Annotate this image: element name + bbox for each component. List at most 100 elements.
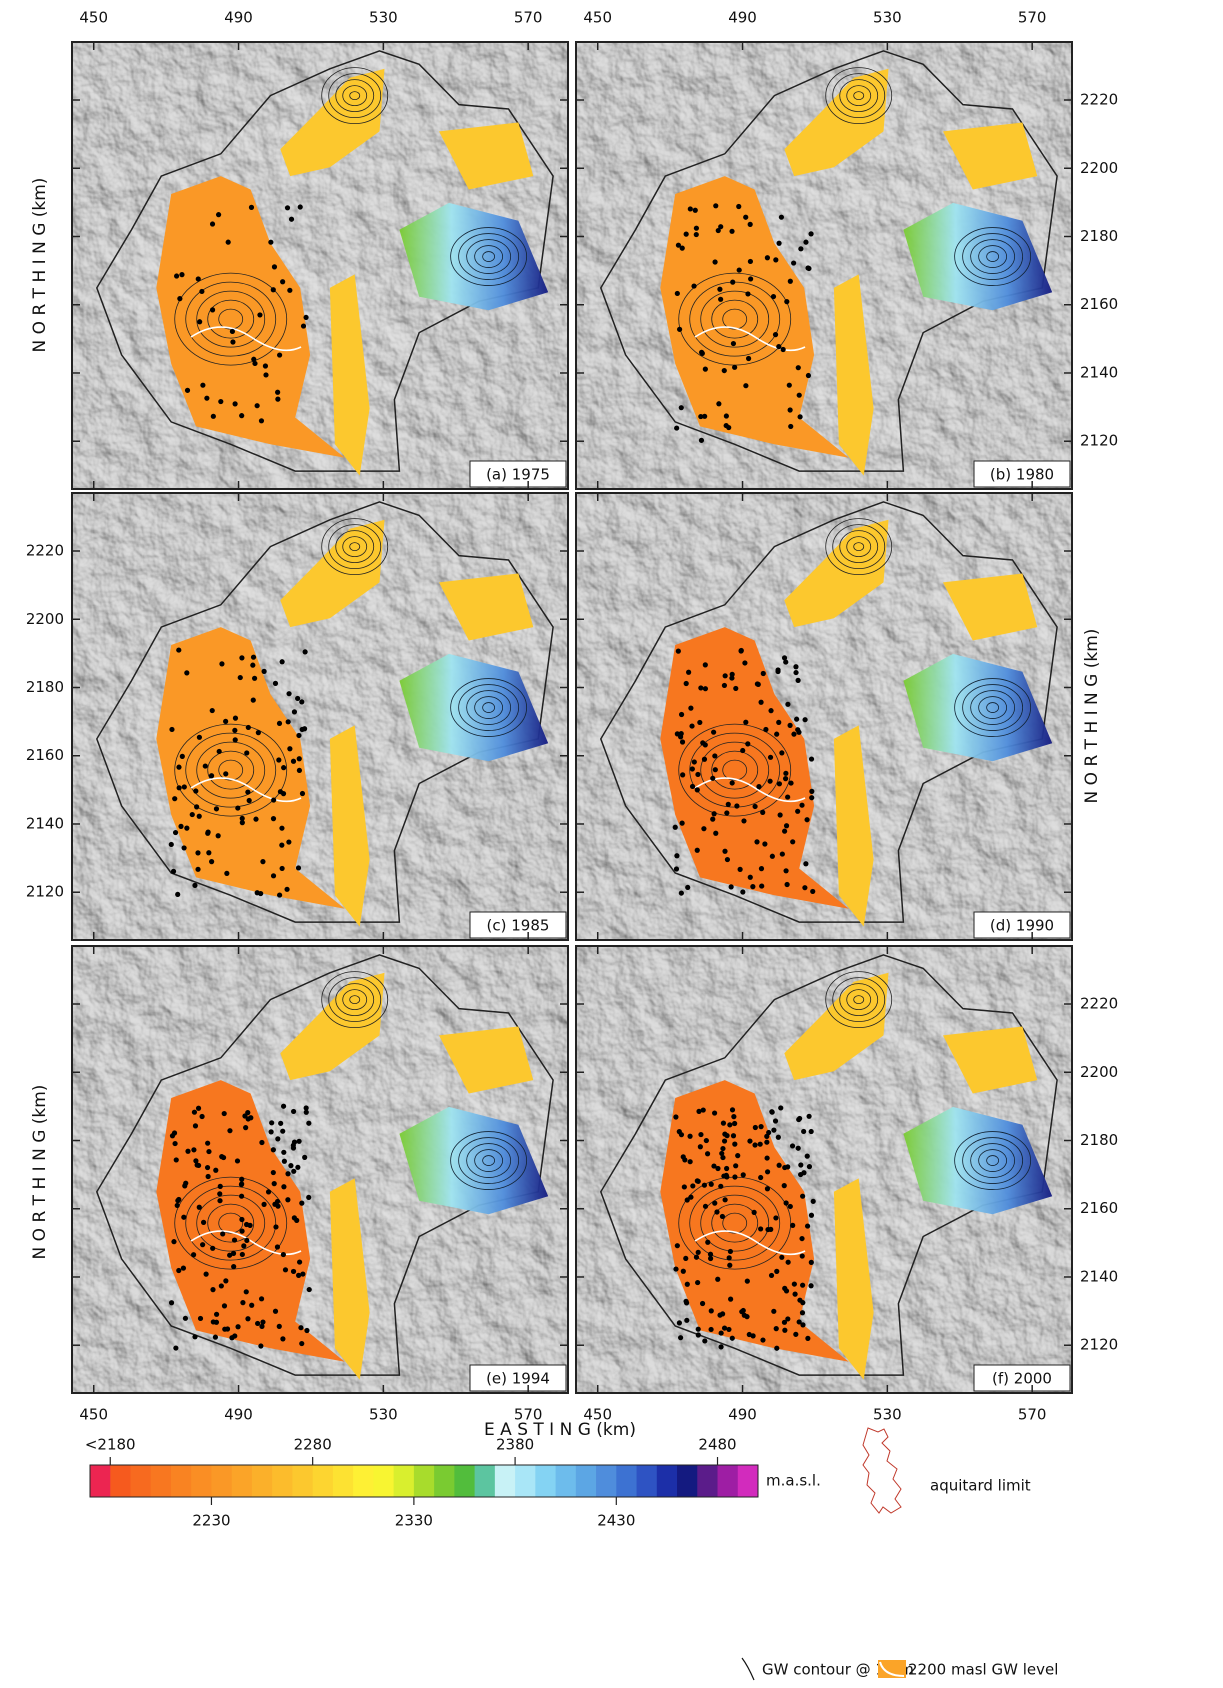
well [748,222,753,227]
well [239,1181,244,1186]
well [730,780,735,785]
well [295,1165,300,1170]
well [307,1287,312,1292]
panel-label: (d) 1990 [990,917,1054,935]
well [213,1168,218,1173]
well [679,405,684,410]
well [205,1141,210,1146]
well [797,1319,802,1324]
well [712,1110,717,1115]
well [752,1142,757,1147]
colorbar-tick-label: 2380 [496,1436,534,1454]
well [779,750,784,755]
well [253,817,258,822]
well [776,720,781,725]
well [763,727,768,732]
well [727,1263,732,1268]
well [796,678,801,683]
well [776,344,781,349]
well [271,873,276,878]
y-tick-label: 2180 [26,678,64,696]
well [252,361,257,366]
well [713,203,718,208]
well [227,1128,232,1133]
well [255,403,260,408]
well [233,401,238,406]
well [297,768,302,773]
colorbar-swatch [515,1465,536,1497]
well [184,670,189,675]
well [262,669,267,674]
well [203,763,208,768]
well [244,750,249,755]
well [682,1157,687,1162]
well [291,1109,296,1114]
well [278,1121,283,1126]
colorbar-swatch [738,1465,759,1497]
well [223,719,228,724]
well [287,746,292,751]
y-tick-label: 2220 [1080,995,1118,1013]
y-tick-label: 2140 [1080,363,1118,381]
well [800,1194,805,1199]
well [176,1197,181,1202]
well [727,1122,732,1127]
well [679,712,684,717]
y-tick-label: 2220 [1080,91,1118,109]
well [684,1300,689,1305]
well [260,1319,265,1324]
well [745,741,750,746]
well [687,1134,692,1139]
well [805,1336,810,1341]
well [745,291,750,296]
well [683,1256,688,1261]
colorbar-swatch [130,1465,151,1497]
well [172,1141,177,1146]
well [173,1345,178,1350]
well [712,753,717,758]
well [280,866,285,871]
well [241,1243,246,1248]
well [299,699,304,704]
well [694,226,699,231]
well [785,1164,790,1169]
well [217,749,222,754]
well [682,1184,687,1189]
well [199,1114,204,1119]
well [246,725,251,730]
well [285,1171,290,1176]
well [696,1332,701,1337]
well [250,663,255,668]
well [724,423,729,428]
well [784,1200,789,1205]
y-tick-label: 2120 [1080,1336,1118,1354]
y-tick-label: 2180 [1080,227,1118,245]
well [724,413,729,418]
well [232,728,237,733]
well [258,1343,263,1348]
well [730,1336,735,1341]
x-tick-label: 490 [728,9,757,27]
well [230,339,235,344]
well [206,1149,211,1154]
well [721,1121,726,1126]
well [210,221,215,226]
well [698,414,703,419]
y-axis-title: N O R T H I N G (km) [1082,629,1102,804]
well [722,1325,727,1330]
well [192,1110,197,1115]
well [700,740,705,745]
well [784,299,789,304]
well [782,1183,787,1188]
well [741,1172,746,1177]
well [779,215,784,220]
well [773,332,778,337]
well [805,265,810,270]
well [258,891,263,896]
well [220,1231,225,1236]
well [773,257,778,262]
well [213,1335,218,1340]
well [239,1217,244,1222]
x-tick-label: 570 [514,1406,543,1424]
well [277,352,282,357]
